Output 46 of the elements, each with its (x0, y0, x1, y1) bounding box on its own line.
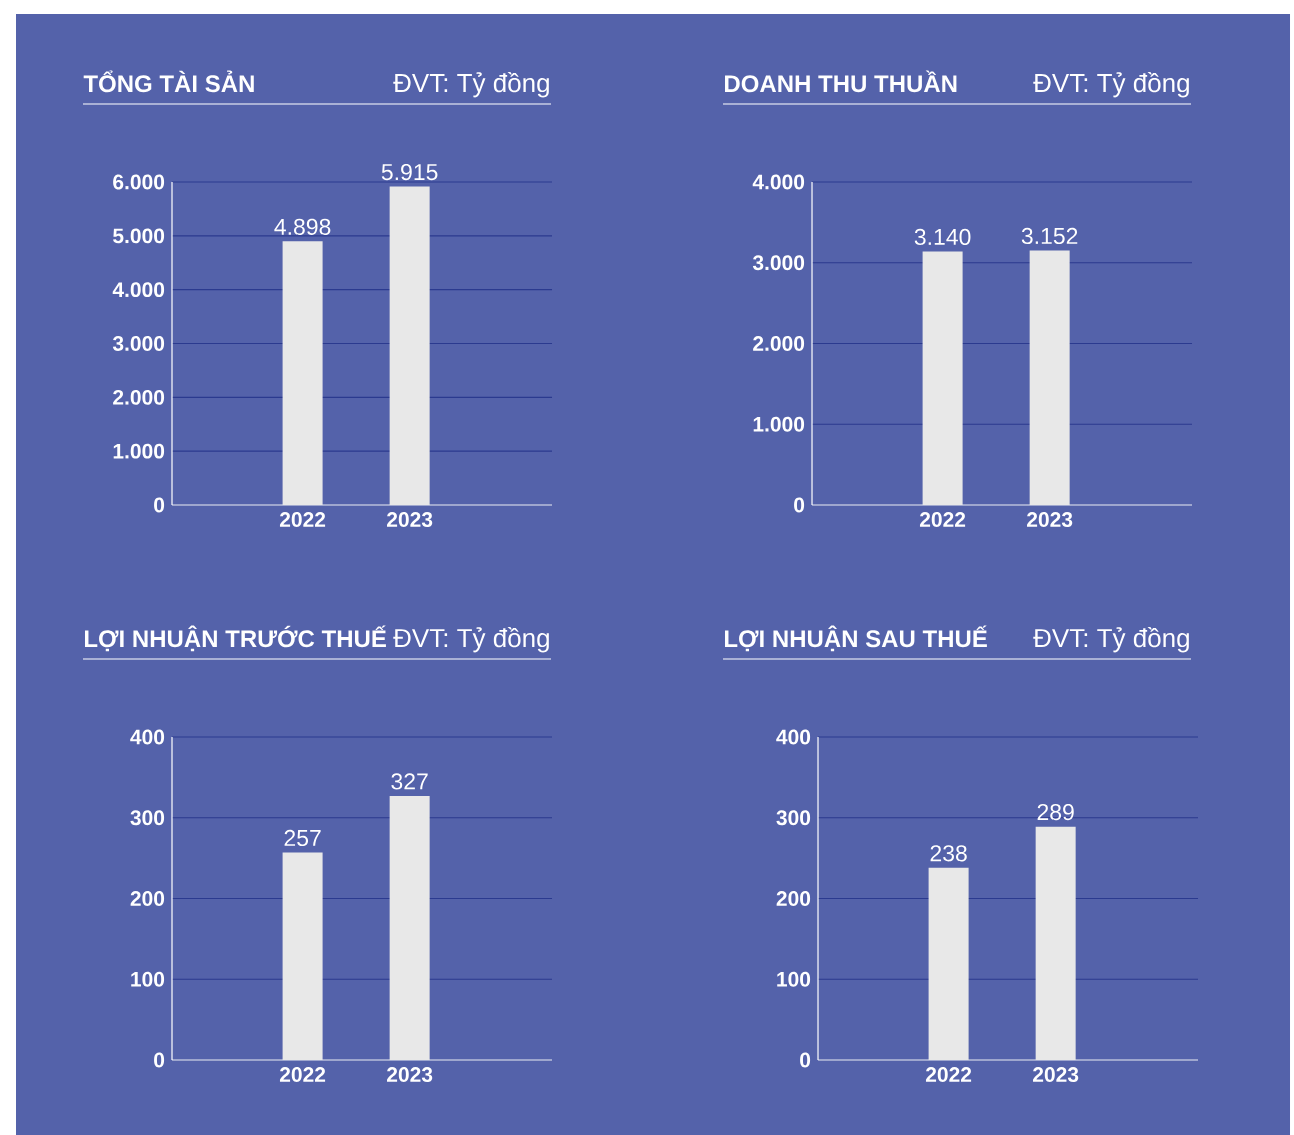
y-tick-label: 200 (776, 891, 811, 906)
data-label: 5.915 (381, 163, 438, 181)
y-tick-label: 100 (131, 971, 165, 987)
y-tick-label: 300 (776, 810, 811, 826)
chart-subtitle: ĐVT: Tỷ đồng (1033, 72, 1189, 98)
y-tick-label: 400 (776, 729, 811, 745)
data-label: 257 (284, 829, 321, 847)
y-tick-label: 1.000 (113, 443, 165, 459)
chart-title: LỢI NHUẬN TRƯỚC THUẾ (85, 625, 386, 652)
x-tick-label: 2023 (387, 1067, 433, 1082)
y-tick-label: 400 (130, 729, 165, 745)
data-label: 289 (1037, 803, 1074, 821)
y-tick-label: 3.000 (112, 336, 165, 351)
y-tick-label: 0 (800, 1052, 811, 1068)
x-tick-label: 2023 (1033, 1067, 1079, 1082)
x-tick-label: 2023 (1027, 512, 1073, 527)
y-tick-label: 2.000 (753, 336, 805, 351)
x-tick-label: 2022 (925, 1067, 972, 1082)
data-label: 4.898 (274, 218, 331, 235)
chart-title: LỢI NHUẬN SAU THUẾ (725, 625, 987, 652)
y-tick-label: 6.000 (113, 174, 165, 190)
x-tick-label: 2022 (919, 512, 966, 527)
y-tick-label: 200 (130, 891, 165, 906)
x-tick-label: 2022 (279, 1067, 326, 1082)
chart-subtitle: ĐVT: Tỷ đồng (393, 627, 549, 653)
data-label: 238 (930, 845, 967, 862)
chart-subtitle: ĐVT: Tỷ đồng (1033, 627, 1189, 653)
y-tick-label: 0 (794, 497, 805, 513)
y-tick-label: 100 (777, 971, 811, 987)
y-tick-label: 5.000 (113, 228, 165, 244)
y-tick-label: 2.000 (113, 389, 165, 405)
chart-title: TỔNG TÀI SẢN (83, 70, 254, 93)
chart-title: DOANH THU THUẦN (725, 70, 957, 93)
data-label: 3.140 (914, 228, 971, 246)
y-tick-label: 300 (130, 810, 165, 826)
x-tick-label: 2022 (279, 512, 326, 527)
y-tick-label: 3.000 (752, 255, 805, 271)
y-tick-label: 4.000 (752, 174, 805, 190)
x-tick-label: 2023 (387, 512, 433, 527)
chart-subtitle: ĐVT: Tỷ đồng (393, 72, 549, 98)
y-tick-label: 1.000 (753, 416, 805, 432)
data-label: 3.152 (1021, 227, 1078, 245)
data-label: 327 (391, 773, 428, 790)
y-tick-label: 4.000 (112, 282, 165, 298)
y-tick-label: 0 (154, 497, 165, 513)
y-tick-label: 0 (154, 1052, 165, 1068)
